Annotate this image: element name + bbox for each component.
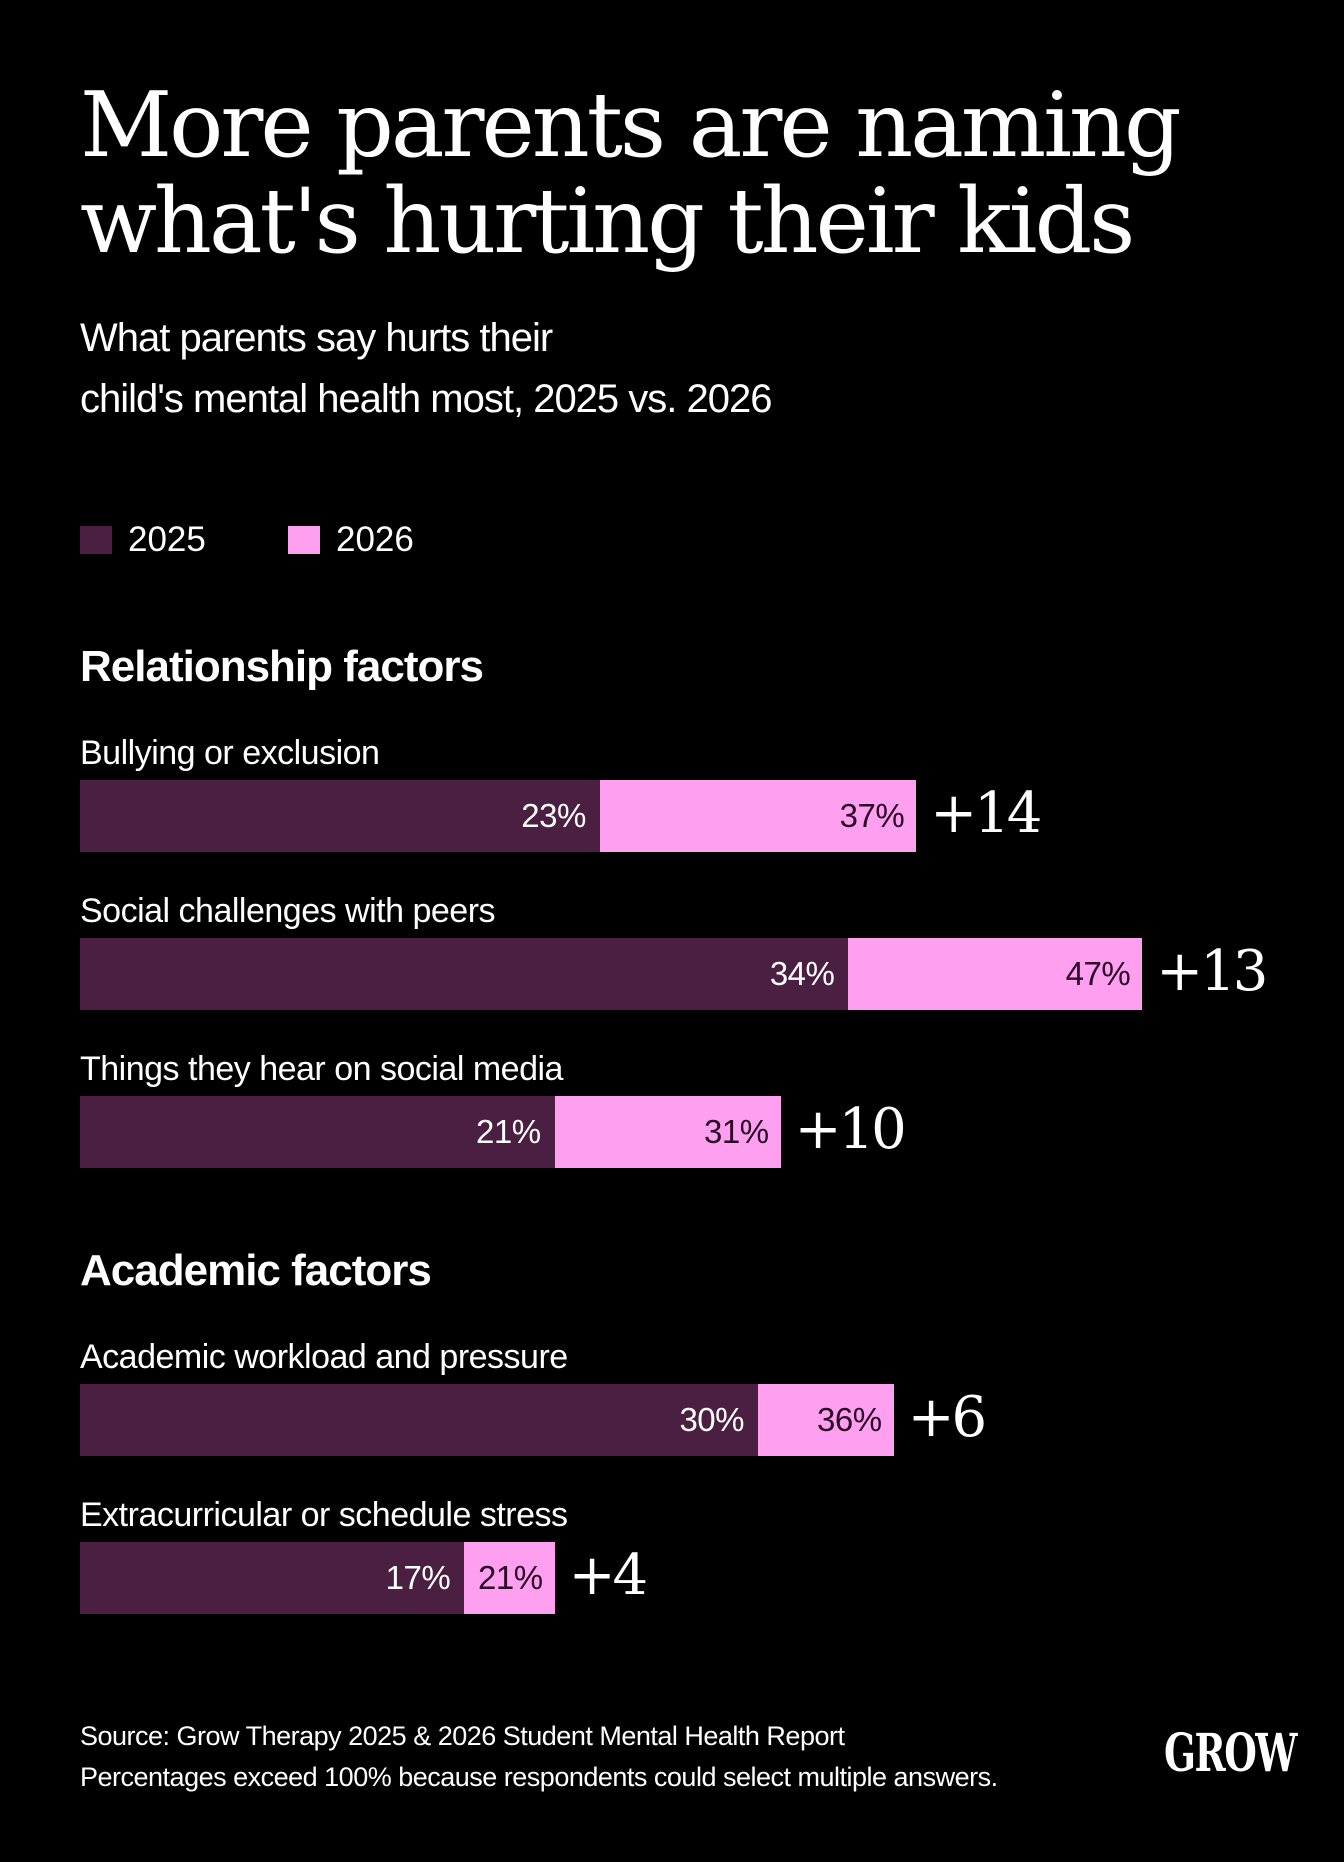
chart-subtitle: What parents say hurts their child's men… [80,308,980,430]
value-label-2026-extracurricular-or-schedule-stress: 21% [478,1559,543,1596]
category-label-things-they-hear-on-social-media: Things they hear on social media [80,1050,563,1088]
legend-swatch-2025 [80,526,112,554]
value-label-2026-social-challenges-with-peers: 47% [1065,955,1131,992]
bar-2026-academic-workload-and-pressure [758,1384,894,1456]
chart-title-line-1: More parents are naming [80,73,1182,178]
bar-2025-social-challenges-with-peers [80,938,849,1010]
section-title-relationship-factors: Relationship factors [80,642,484,691]
chart-subtitle-line-2: child's mental health most, 2025 vs. 202… [80,377,773,421]
bar-2026-bullying-or-exclusion [599,780,917,852]
delta-label-bullying-or-exclusion: +14 [930,781,1042,846]
category-label-academic-workload-and-pressure: Academic workload and pressure [80,1338,568,1376]
source-note: Source: Grow Therapy 2025 & 2026 Student… [80,1721,845,1751]
legend-label-2025: 2025 [128,520,206,559]
value-label-2025-academic-workload-and-pressure: 30% [679,1401,744,1438]
bar-2026-extracurricular-or-schedule-stress [464,1542,555,1614]
section-title-academic-factors: Academic factors [80,1246,432,1295]
chart-title: More parents are naming what's hurting t… [80,78,1280,270]
category-label-bullying-or-exclusion: Bullying or exclusion [80,734,380,772]
bar-2025-academic-workload-and-pressure [80,1384,758,1456]
delta-label-extracurricular-or-schedule-stress: +4 [568,1543,649,1608]
value-label-2026-bullying-or-exclusion: 37% [839,797,905,834]
legend-label-2026: 2026 [336,520,414,559]
bar-2026-social-challenges-with-peers [848,938,1143,1010]
grow-logo: GROW [1164,1723,1297,1784]
bar-2025-bullying-or-exclusion [80,780,600,852]
bar-2026-things-they-hear-on-social-media [554,1096,781,1168]
footer: Source: Grow Therapy 2025 & 2026 Student… [80,1716,998,1798]
delta-label-social-challenges-with-peers: +13 [1156,939,1268,1004]
legend-swatch-2026 [288,526,320,554]
value-label-2026-academic-workload-and-pressure: 36% [817,1401,882,1438]
bar-2025-extracurricular-or-schedule-stress [80,1542,465,1614]
delta-label-academic-workload-and-pressure: +6 [907,1385,988,1450]
chart-subtitle-line-1: What parents say hurts their [80,316,553,360]
category-label-social-challenges-with-peers: Social challenges with peers [80,892,496,930]
bar-2025-things-they-hear-on-social-media [80,1096,555,1168]
category-label-extracurricular-or-schedule-stress: Extracurricular or schedule stress [80,1496,568,1534]
value-label-2025-bullying-or-exclusion: 23% [521,797,586,834]
chart-title-line-2: what's hurting their kids [80,169,1135,274]
value-label-2025-extracurricular-or-schedule-stress: 17% [385,1559,451,1596]
value-label-2026-things-they-hear-on-social-media: 31% [704,1113,769,1150]
value-label-2025-social-challenges-with-peers: 34% [769,955,835,992]
delta-label-things-they-hear-on-social-media: +10 [794,1097,907,1162]
value-label-2025-things-they-hear-on-social-media: 21% [476,1113,541,1150]
footnote: Percentages exceed 100% because responde… [80,1762,998,1792]
